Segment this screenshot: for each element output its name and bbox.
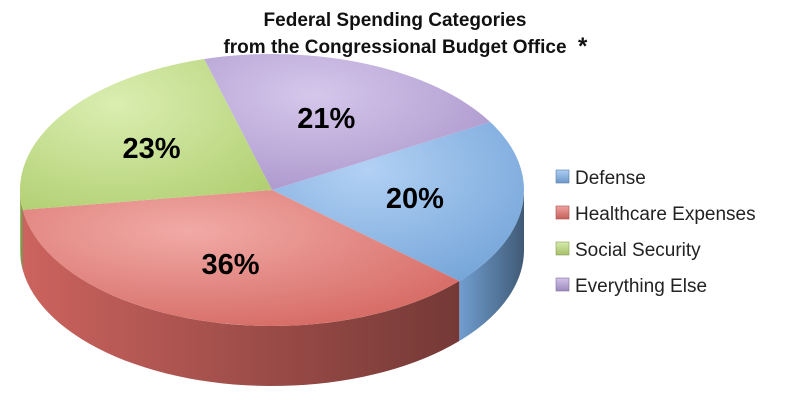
legend: Defense Healthcare Expenses Social Securit… (555, 168, 756, 297)
slice-label-everything-else: 21% (297, 103, 355, 135)
pie-slice-everything-else (204, 53, 491, 190)
legend-swatch-healthcare-expenses (555, 205, 570, 220)
pie-side-defense (459, 190, 524, 341)
pie-top (19, 53, 524, 326)
legend-swatch-social-security (555, 241, 570, 256)
legend-label-everything-else: Everything Else (575, 276, 707, 297)
legend-label-defense: Defense (575, 168, 646, 189)
pie-side-healthcare-expenses (22, 209, 460, 386)
pie-slice-healthcare-expenses (22, 190, 460, 326)
chart-title-line-1: Federal Spending Categories (264, 10, 527, 31)
chart-title-line-2: from the Congressional Budget Office (223, 37, 566, 58)
pie-slice-defense (272, 122, 524, 281)
slice-label-defense: 20% (386, 183, 444, 215)
pie-labels: 20% 36% 23% 21% (122, 103, 444, 281)
pie-sides (20, 190, 524, 386)
slice-label-healthcare-expenses: 36% (201, 249, 259, 281)
chart-title-asterisk: * (578, 33, 588, 60)
legend-swatch-everything-else (555, 277, 570, 292)
pie-side-social-security (20, 190, 23, 270)
legend-swatch-defense (555, 169, 570, 184)
legend-label-social-security: Social Security (575, 240, 701, 261)
legend-label-healthcare-expenses: Healthcare Expenses (575, 204, 756, 225)
pie-slice-social-security (19, 59, 272, 210)
slice-label-social-security: 23% (122, 133, 180, 165)
